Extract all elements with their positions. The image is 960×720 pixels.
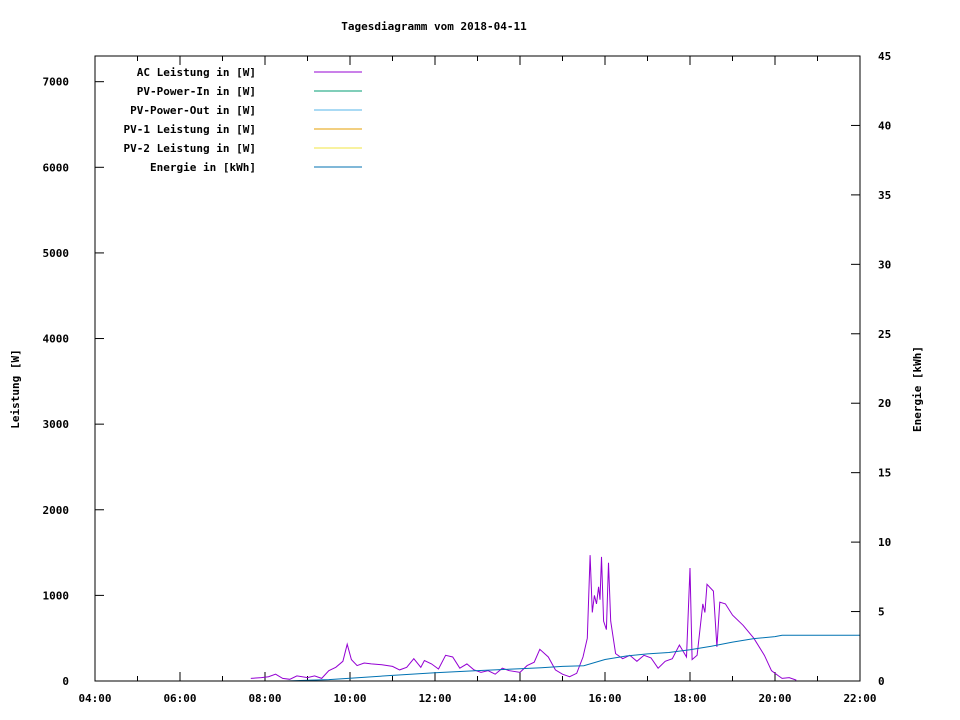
y-tick-label: 6000	[43, 161, 70, 174]
y2-tick-label: 25	[878, 328, 891, 341]
y-tick-label: 0	[62, 675, 69, 688]
y-tick-label: 5000	[43, 247, 70, 260]
x-tick-label: 04:00	[78, 692, 111, 705]
y2-tick-label: 0	[878, 675, 885, 688]
y-tick-label: 4000	[43, 333, 70, 346]
x-tick-label: 20:00	[758, 692, 791, 705]
x-tick-label: 10:00	[333, 692, 366, 705]
x-tick-label: 16:00	[588, 692, 621, 705]
legend-label: PV-1 Leistung in [W]	[124, 123, 256, 136]
y-tick-label: 1000	[43, 589, 70, 602]
y-tick-label: 2000	[43, 504, 70, 517]
legend-label: PV-Power-In in [W]	[137, 85, 256, 98]
y2-tick-label: 45	[878, 50, 891, 63]
x-tick-label: 12:00	[418, 692, 451, 705]
y-tick-label: 3000	[43, 418, 70, 431]
y2-tick-label: 5	[878, 606, 885, 619]
legend-label: PV-2 Leistung in [W]	[124, 142, 256, 155]
legend-label: AC Leistung in [W]	[137, 66, 256, 79]
y2-tick-label: 20	[878, 397, 891, 410]
y2-tick-label: 35	[878, 189, 891, 202]
legend-label: PV-Power-Out in [W]	[130, 104, 256, 117]
y2-tick-label: 30	[878, 258, 891, 271]
x-tick-label: 06:00	[163, 692, 196, 705]
y-axis-label: Leistung [W]	[9, 349, 22, 428]
chart-title: Tagesdiagramm vom 2018-04-11	[341, 20, 527, 33]
x-tick-label: 22:00	[843, 692, 876, 705]
y2-axis-label: Energie [kWh]	[911, 346, 924, 432]
y-tick-label: 7000	[43, 76, 70, 89]
y2-tick-label: 40	[878, 119, 891, 132]
x-tick-label: 14:00	[503, 692, 536, 705]
y2-tick-label: 10	[878, 536, 891, 549]
y2-tick-label: 15	[878, 467, 891, 480]
x-tick-label: 08:00	[248, 692, 281, 705]
x-tick-label: 18:00	[673, 692, 706, 705]
plot-frame	[94, 55, 861, 682]
legend-label: Energie in [kWh]	[150, 161, 256, 174]
series-line	[286, 634, 860, 682]
series-line	[250, 555, 797, 681]
